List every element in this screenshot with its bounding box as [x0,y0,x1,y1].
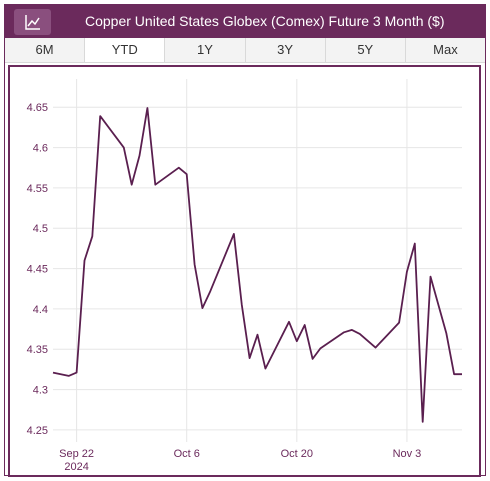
y-tick-label: 4.3 [33,385,48,397]
chart-widget: Copper United States Globex (Comex) Futu… [4,4,486,477]
x-tick-label: Nov 3 [393,448,422,460]
y-tick-label: 4.5 [33,223,48,235]
x-tick-label: Oct 6 [174,448,200,460]
range-tabs: 6M YTD 1Y 3Y 5Y Max [5,38,485,63]
tab-5y[interactable]: 5Y [326,38,406,62]
tab-max[interactable]: Max [433,42,458,57]
y-tick-label: 4.55 [27,183,48,195]
y-tick-label: 4.6 [33,143,48,155]
plot-area: 4.25 4.3 4.35 4.4 4.45 4.5 4.55 4.6 4.65 Sep 22 20… [8,65,481,477]
y-tick-label: 4.45 [27,264,48,276]
x-tick-label: Sep 22 [59,448,94,460]
tab-6m[interactable]: 6M [5,38,86,62]
y-tick-label: 4.4 [33,304,48,316]
x-tick-label: Oct 20 [281,448,313,460]
chart-title: Copper United States Globex (Comex) Futu… [85,13,445,29]
tab-3y[interactable]: 3Y [246,38,326,62]
tab-1y[interactable]: 1Y [165,38,246,62]
line-chart-icon[interactable] [14,9,51,35]
chart-header: Copper United States Globex (Comex) Futu… [5,5,485,38]
y-tick-label: 4.25 [27,425,48,437]
price-chart: 4.25 4.3 4.35 4.4 4.45 4.5 4.55 4.6 4.65 Sep 2220… [27,79,463,473]
price-series-line [52,107,462,423]
tab-ytd[interactable]: YTD [85,38,166,62]
x-tick-sublabel: 2024 [64,461,88,473]
y-tick-label: 4.65 [27,102,48,114]
y-tick-label: 4.35 [27,344,48,356]
